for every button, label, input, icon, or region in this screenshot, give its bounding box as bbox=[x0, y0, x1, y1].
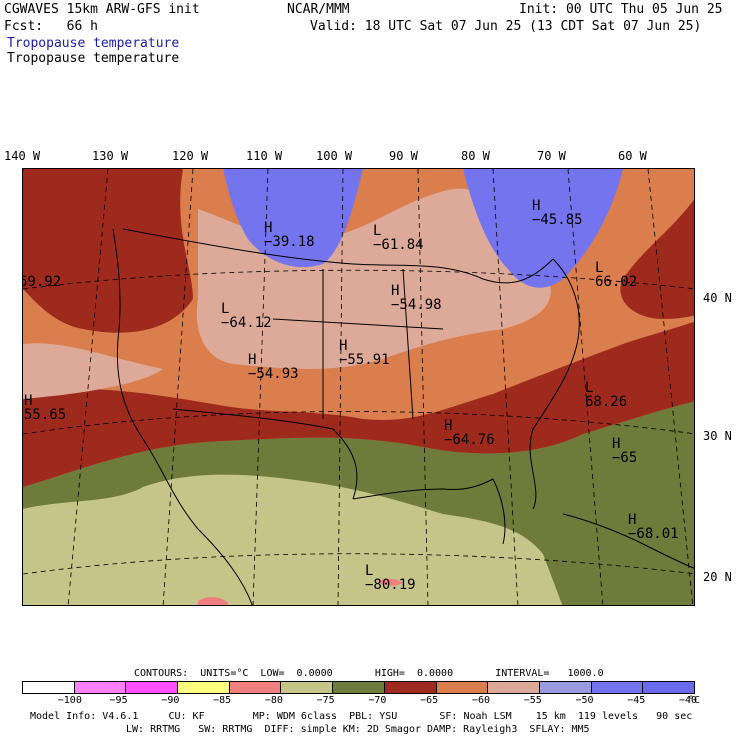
color-bar-segment bbox=[74, 682, 127, 693]
color-bar-unit: °C bbox=[688, 695, 701, 706]
color-bar-segment bbox=[488, 682, 540, 693]
color-bar-tick-label: −40 bbox=[679, 695, 698, 706]
model-info: Model Info: V4.6.1 CU: KF MP: WDM 6class… bbox=[30, 711, 693, 722]
color-bar-tick-label: −90 bbox=[161, 695, 180, 706]
color-bar bbox=[22, 681, 695, 694]
lat-label: 20 N bbox=[703, 570, 732, 584]
map-label: H −68.01 bbox=[628, 512, 679, 542]
color-bar-tick-label: −100 bbox=[57, 695, 82, 706]
valid-time: Valid: 18 UTC Sat 07 Jun 25 (13 CDT Sat … bbox=[310, 19, 702, 34]
field-minus55-southwest bbox=[23, 343, 163, 399]
physics-info: LW: RRTMG SW: RRTMG DIFF: simple KM: 2D … bbox=[126, 724, 590, 735]
map-label: 69.92 bbox=[22, 274, 62, 290]
map-canvas bbox=[23, 169, 694, 605]
lon-label: 130 W bbox=[92, 149, 129, 163]
map-label: H −64.76 bbox=[444, 418, 495, 448]
lon-label: 100 W bbox=[316, 149, 353, 163]
lon-label: 60 W bbox=[618, 149, 647, 163]
color-bar-segment bbox=[178, 682, 230, 693]
lon-label: 140 W bbox=[4, 149, 41, 163]
color-bar-segment bbox=[643, 682, 694, 693]
map-label: L −80.19 bbox=[365, 563, 416, 593]
init-time: Init: 00 UTC Thu 05 Jun 25 bbox=[519, 2, 723, 17]
lon-label: 80 W bbox=[461, 149, 490, 163]
lon-label: 110 W bbox=[246, 149, 283, 163]
map-label: L −64.12 bbox=[221, 301, 272, 331]
field-minus65-northwest bbox=[23, 169, 193, 333]
color-bar-tick-label: −45 bbox=[627, 695, 646, 706]
color-bar-tick-label: −85 bbox=[213, 695, 232, 706]
color-bar-segment bbox=[384, 682, 437, 693]
field-minus45-northeast bbox=[463, 169, 623, 288]
lon-label: 120 W bbox=[172, 149, 209, 163]
field-minus80-speck bbox=[378, 578, 403, 586]
contours-info: CONTOURS: UNITS=°C LOW= 0.0000 HIGH= 0.0… bbox=[134, 668, 604, 679]
field-minus65-south bbox=[23, 321, 694, 487]
map-label: H 55.65 bbox=[24, 393, 67, 423]
forecast-hour: Fcst: 66 h bbox=[4, 19, 98, 34]
map-label: H −54.98 bbox=[391, 283, 442, 313]
color-bar-tick-label: −55 bbox=[523, 695, 542, 706]
color-bar-segment bbox=[591, 682, 644, 693]
political-boundaries bbox=[112, 228, 694, 605]
map-label: L 68.26 bbox=[585, 380, 628, 410]
map-label: L 66.02 bbox=[595, 260, 638, 290]
lat-lon-grid bbox=[23, 169, 694, 605]
color-bar-tick-label: −95 bbox=[109, 695, 128, 706]
lat-label: 30 N bbox=[703, 429, 732, 443]
field-minus80-speck bbox=[198, 596, 228, 605]
color-bar-tick-label: −80 bbox=[264, 695, 283, 706]
color-bar-tick-label: −75 bbox=[316, 695, 335, 706]
color-bar-segment bbox=[333, 682, 385, 693]
lon-label: 70 W bbox=[537, 149, 566, 163]
model-title: CGWAVES 15km ARW-GFS init bbox=[4, 2, 200, 17]
lat-label: 40 N bbox=[703, 291, 732, 305]
map-label: H −65 bbox=[612, 436, 638, 466]
color-bar-segment bbox=[229, 682, 282, 693]
map-label: L −61.84 bbox=[373, 223, 424, 253]
color-bar-tick-label: −50 bbox=[575, 695, 594, 706]
map-label: H −55.91 bbox=[339, 338, 390, 368]
field-title-blue: Tropopause temperature bbox=[7, 36, 180, 51]
field-minus55 bbox=[196, 188, 551, 369]
lon-label: 90 W bbox=[389, 149, 418, 163]
color-bar-segment bbox=[436, 682, 489, 693]
color-bar-segment bbox=[23, 682, 75, 693]
tropopause-temperature-map: H −39.18 L −61.84 H −45.85 69.92 L −64.1… bbox=[22, 168, 695, 606]
color-bar-tick-label: −60 bbox=[471, 695, 490, 706]
color-bar-segment bbox=[539, 682, 592, 693]
color-bar-segment bbox=[126, 682, 179, 693]
org-label: NCAR/MMM bbox=[287, 2, 350, 17]
map-label: H −54.93 bbox=[248, 352, 299, 382]
color-bar-segment bbox=[281, 682, 334, 693]
color-bar-tick-label: −70 bbox=[368, 695, 387, 706]
color-bar-tick-label: −65 bbox=[420, 695, 439, 706]
field-minus45-northwest bbox=[223, 169, 363, 268]
map-label: H −45.85 bbox=[532, 198, 583, 228]
map-label: H −39.18 bbox=[264, 220, 315, 250]
field-minus75 bbox=[23, 474, 563, 605]
field-title: Tropopause temperature bbox=[7, 51, 180, 66]
